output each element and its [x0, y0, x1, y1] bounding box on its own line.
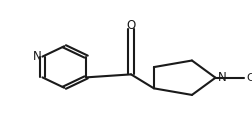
Text: O: O: [127, 19, 136, 32]
Text: CH₃: CH₃: [246, 73, 252, 83]
Text: N: N: [218, 71, 227, 84]
Text: N: N: [33, 50, 41, 63]
